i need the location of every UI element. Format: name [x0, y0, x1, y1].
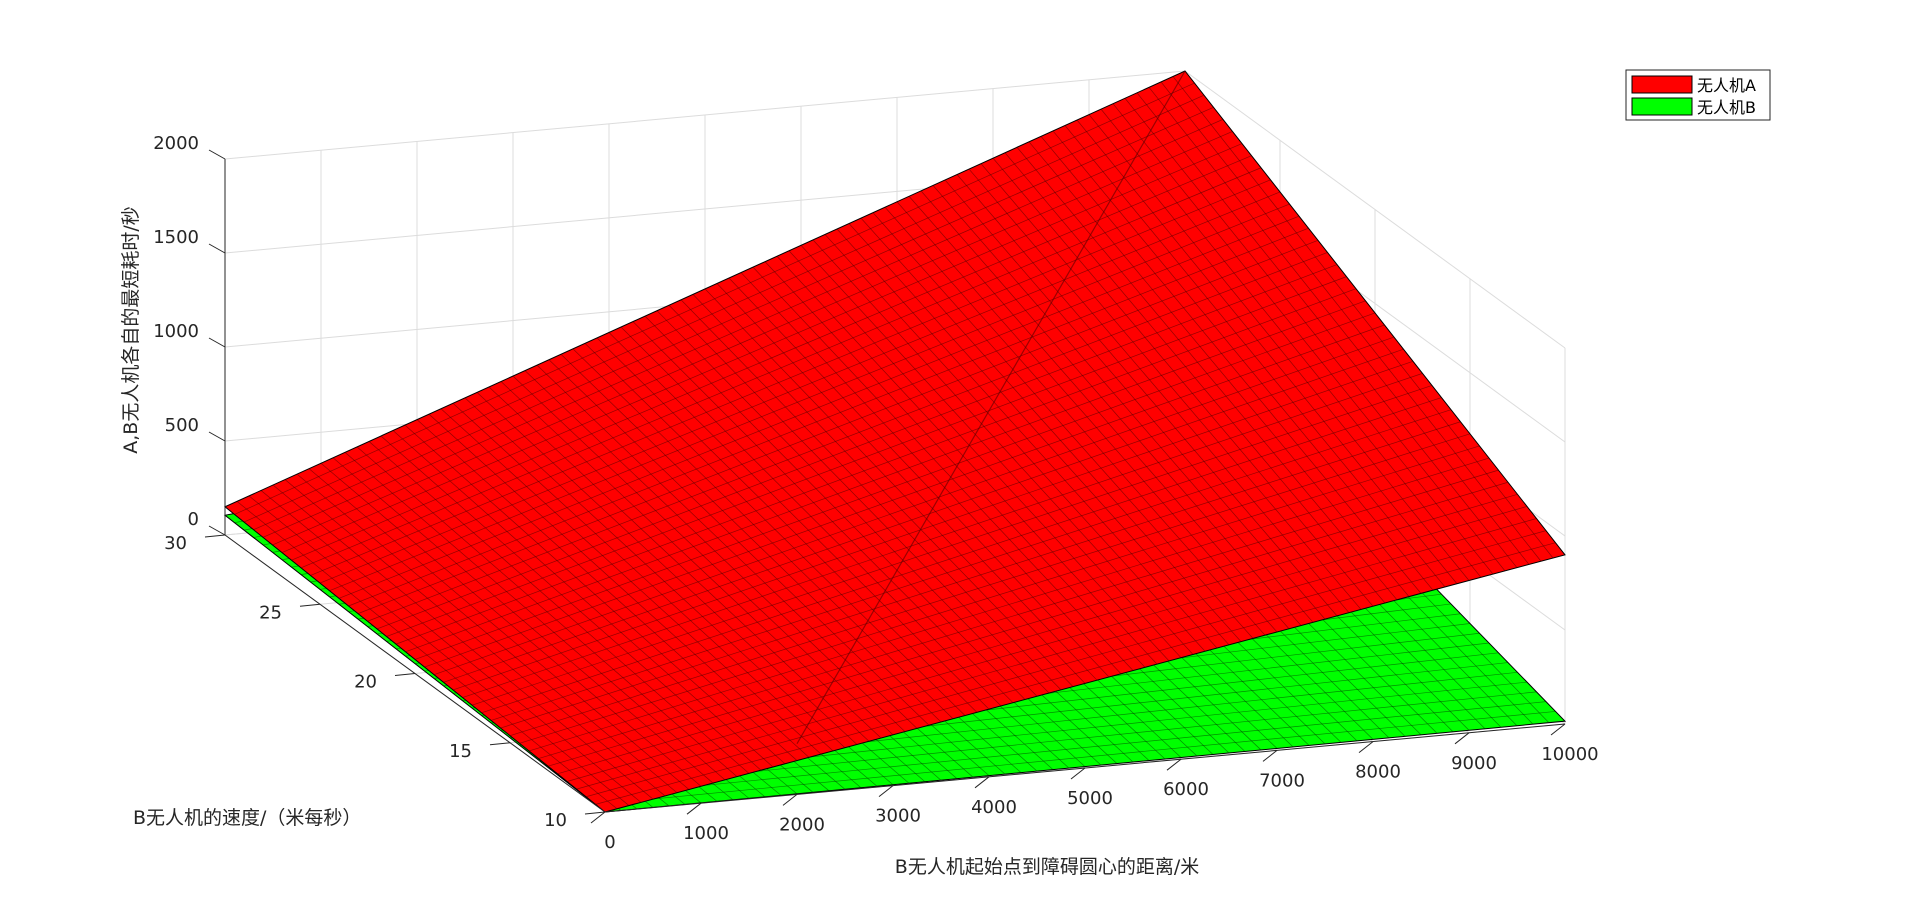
z-tick [208, 525, 226, 536]
mesh-line-v [576, 518, 1537, 790]
x-tick-label: 9000 [1451, 753, 1497, 774]
z-tick-label: 2000 [153, 133, 199, 154]
mesh-line-v [585, 701, 1547, 798]
mesh-line-v [357, 240, 1319, 614]
x-tick [1262, 750, 1278, 762]
mesh-line-v [319, 191, 1281, 584]
x-tick-label: 7000 [1259, 770, 1305, 791]
x-axis-label: B无人机起始点到障碍圆心的距离/米 [895, 856, 1199, 878]
mesh-line-v [367, 252, 1328, 622]
mesh-line-v [585, 530, 1547, 798]
mesh-line-v [386, 276, 1347, 637]
x-tick-label: 4000 [971, 797, 1017, 818]
x-tick [974, 776, 990, 789]
axes-layer: 0 1000 2000 3000 4000 5000 6000 7000 8000 9000 100… [153, 133, 1598, 853]
mesh-line-v [490, 409, 1452, 721]
z-tick-label: 500 [165, 415, 199, 436]
x-tick [1550, 723, 1566, 736]
legend-label-a: 无人机A [1697, 76, 1756, 95]
surface-series-a [224, 70, 1566, 813]
legend-swatch-b [1631, 97, 1693, 116]
mesh-line-v [566, 506, 1528, 782]
mesh-line-v [452, 360, 1414, 691]
mesh-line-v [481, 397, 1442, 714]
x-tick-label: 0 [604, 832, 615, 853]
y-tick [204, 534, 226, 538]
y-tick [299, 603, 321, 607]
mesh-line-v [329, 203, 1290, 592]
mesh-line-v [500, 421, 1461, 729]
mesh-line-v [547, 481, 1509, 767]
mesh-line-v [272, 131, 1233, 546]
mesh-line-v [281, 143, 1243, 553]
mesh-line-v [253, 106, 1214, 531]
y-tick [489, 742, 511, 746]
mesh-line-v [557, 493, 1518, 775]
y-tick-label: 20 [354, 672, 377, 693]
x-tick [878, 785, 894, 797]
x-tick-label: 5000 [1067, 788, 1113, 809]
y-tick [584, 811, 606, 815]
x-tick [782, 794, 798, 806]
mesh-line-v [471, 385, 1433, 706]
legend: 无人机A 无人机B [1625, 69, 1771, 121]
side-wall-gridline-z [1184, 70, 1566, 349]
mesh-line-v [338, 215, 1300, 599]
y-tick-label: 30 [164, 533, 187, 554]
mesh-line-v [234, 82, 1195, 515]
mesh-line-v [538, 469, 1499, 759]
mesh-line-v [462, 373, 1423, 698]
mesh-line-v [243, 94, 1205, 523]
mesh-line-v [348, 227, 1309, 607]
z-axis-label: A,B无人机各自的最短耗时/秒 [120, 206, 142, 453]
x-tick [590, 811, 606, 824]
x-tick [1166, 758, 1182, 771]
mesh-line-v [595, 711, 1556, 805]
surface-crease [796, 70, 1186, 744]
mesh-line-v [433, 336, 1395, 675]
mesh-line-v [414, 312, 1376, 660]
mesh-line-v [300, 167, 1262, 569]
y-tick-label: 15 [449, 741, 472, 762]
x-tick [1358, 741, 1374, 753]
z-tick [208, 243, 226, 254]
mesh-line-v [376, 264, 1338, 630]
x-tick-label: 10000 [1541, 744, 1598, 765]
x-tick-label: 6000 [1163, 779, 1209, 800]
mesh-line-v [395, 288, 1357, 645]
z-tick [208, 337, 226, 348]
mesh-line-v [405, 300, 1366, 653]
mesh-line-v [310, 179, 1271, 576]
x-tick-label: 8000 [1355, 762, 1401, 783]
x-tick-label: 2000 [779, 814, 825, 835]
mesh-line-v [528, 457, 1490, 752]
legend-swatch-a [1631, 75, 1693, 94]
x-tick [1070, 767, 1086, 780]
z-tick-label: 1500 [153, 227, 199, 248]
z-tick [208, 149, 226, 160]
x-tick-label: 1000 [683, 823, 729, 844]
z-tick [208, 431, 226, 442]
legend-label-b: 无人机B [1697, 98, 1756, 117]
y-tick-label: 25 [259, 602, 282, 623]
back-wall-gridline-z [224, 70, 1186, 160]
mesh-line-v [291, 155, 1252, 561]
y-tick-label: 10 [544, 810, 567, 831]
z-tick-label: 0 [188, 509, 199, 530]
y-tick [394, 673, 416, 676]
mesh-line-v [519, 445, 1480, 744]
y-axis-label: B无人机的速度/（米每秒） [133, 807, 361, 829]
x-tick [686, 802, 702, 815]
x-tick-label: 3000 [875, 806, 921, 827]
mesh-line-v [443, 348, 1404, 683]
z-tick-label: 1000 [153, 321, 199, 342]
x-tick [1454, 732, 1470, 745]
mesh-line-v [595, 542, 1556, 805]
mesh-line-v [509, 433, 1471, 737]
mesh-line-v [262, 119, 1224, 538]
mesh-line-v [424, 324, 1385, 668]
